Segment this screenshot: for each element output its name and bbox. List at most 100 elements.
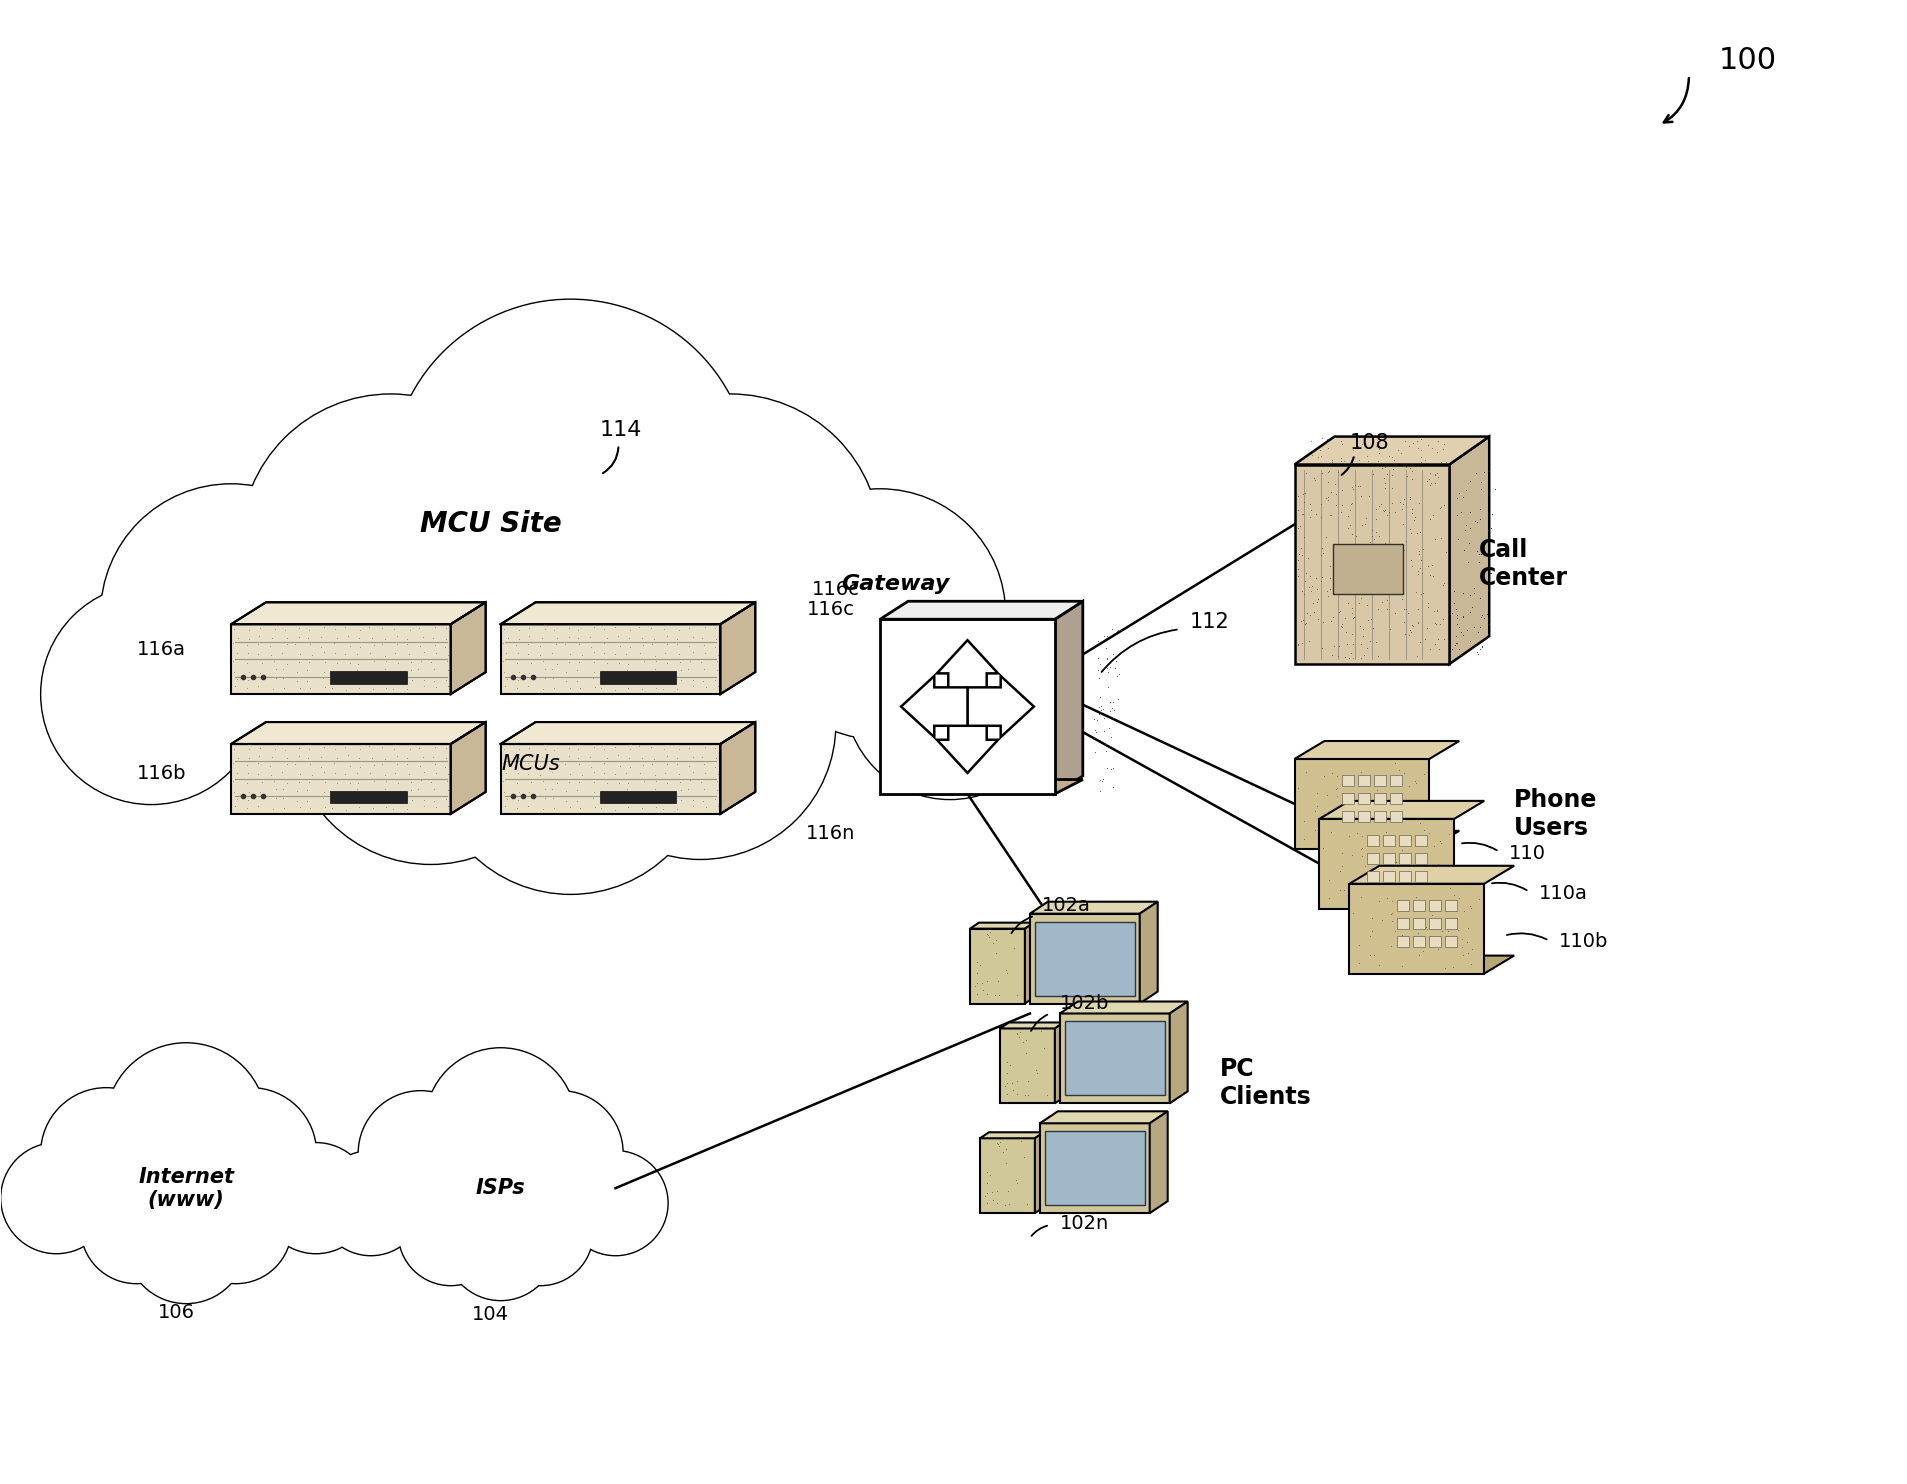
Bar [971, 929, 1024, 1003]
Bar [999, 1028, 1055, 1103]
Text: Phone
Users: Phone Users [1514, 788, 1598, 840]
Polygon shape [881, 601, 1083, 619]
Bar [1415, 853, 1426, 864]
Text: 112: 112 [1190, 613, 1230, 632]
Bar [1446, 936, 1457, 947]
Polygon shape [1295, 436, 1489, 464]
Bar [1367, 853, 1379, 864]
Polygon shape [721, 723, 755, 813]
Polygon shape [721, 603, 755, 695]
Bar [1413, 936, 1425, 947]
Polygon shape [881, 779, 1083, 794]
Bar [1358, 812, 1369, 822]
Bar [1039, 1123, 1150, 1212]
Bar [1390, 812, 1402, 822]
Text: 116c: 116c [807, 600, 854, 619]
Text: MCU Site: MCU Site [420, 510, 561, 539]
Bar [1375, 812, 1386, 822]
Text: Call
Center: Call Center [1480, 539, 1568, 591]
Bar [231, 625, 450, 695]
Bar [1036, 922, 1135, 996]
Bar [1396, 936, 1409, 947]
Polygon shape [980, 1132, 1043, 1138]
Bar [330, 671, 406, 684]
Polygon shape [1039, 1112, 1167, 1123]
Polygon shape [936, 706, 997, 773]
Text: PC
Clients: PC Clients [1220, 1058, 1312, 1109]
Text: 100: 100 [1718, 46, 1777, 76]
Polygon shape [1449, 436, 1489, 665]
Polygon shape [936, 640, 997, 706]
Polygon shape [971, 923, 1034, 929]
Polygon shape [1060, 1002, 1188, 1014]
Polygon shape [231, 723, 486, 743]
Polygon shape [1350, 865, 1514, 884]
Bar [1064, 1021, 1165, 1095]
Polygon shape [1295, 831, 1459, 849]
Bar [1413, 919, 1425, 929]
Bar [1390, 775, 1402, 787]
Text: MCUs: MCUs [502, 754, 561, 775]
Text: 102a: 102a [1041, 896, 1091, 916]
Polygon shape [1024, 923, 1034, 1003]
Bar [1446, 919, 1457, 929]
Bar [1367, 871, 1379, 881]
Bar [1413, 899, 1425, 911]
Polygon shape [1055, 1022, 1064, 1103]
Bar [1375, 775, 1386, 787]
Polygon shape [450, 603, 486, 695]
Polygon shape [1169, 1002, 1188, 1103]
Text: Gateway: Gateway [841, 574, 950, 594]
Bar [1428, 899, 1442, 911]
Polygon shape [967, 677, 1034, 738]
Bar [1358, 775, 1369, 787]
Bar [330, 791, 406, 803]
Polygon shape [231, 603, 486, 625]
Bar [599, 671, 677, 684]
Bar [1045, 1131, 1144, 1205]
Bar [1428, 919, 1442, 929]
Bar [1358, 792, 1369, 804]
Polygon shape [1295, 758, 1430, 849]
Polygon shape [902, 677, 967, 738]
Text: Internet
(www): Internet (www) [137, 1166, 235, 1209]
Polygon shape [1295, 741, 1459, 758]
Bar [1428, 936, 1442, 947]
Bar [1295, 464, 1449, 665]
Polygon shape [1036, 1132, 1043, 1212]
Text: 116b: 116b [137, 764, 187, 784]
Bar [502, 625, 721, 695]
Polygon shape [999, 1022, 1064, 1028]
Polygon shape [1350, 956, 1514, 974]
Bar [231, 743, 450, 813]
Polygon shape [1320, 890, 1484, 908]
Text: 104: 104 [473, 1306, 509, 1324]
Bar [1060, 1014, 1169, 1103]
Text: 116n: 116n [807, 824, 854, 843]
Text: 102b: 102b [1060, 994, 1110, 1014]
Bar [1415, 871, 1426, 881]
Polygon shape [1150, 1112, 1167, 1212]
Bar [1446, 899, 1457, 911]
Polygon shape [1140, 902, 1158, 1003]
Bar [1396, 899, 1409, 911]
Text: ISPs: ISPs [477, 1178, 526, 1198]
Bar [599, 791, 677, 803]
Bar [1390, 792, 1402, 804]
Polygon shape [502, 603, 755, 625]
Text: 114: 114 [599, 420, 641, 439]
Text: 110a: 110a [1539, 884, 1589, 904]
Bar [1383, 871, 1394, 881]
Bar [1400, 853, 1411, 864]
Polygon shape [1320, 801, 1484, 819]
Bar [1375, 792, 1386, 804]
Bar [1030, 914, 1140, 1003]
Bar [1400, 835, 1411, 846]
Text: 108: 108 [1350, 432, 1388, 453]
Bar [1383, 853, 1394, 864]
Text: 110b: 110b [1560, 932, 1608, 951]
Polygon shape [1320, 819, 1455, 908]
Bar [1343, 792, 1354, 804]
Polygon shape [1030, 902, 1158, 914]
Bar [1396, 919, 1409, 929]
